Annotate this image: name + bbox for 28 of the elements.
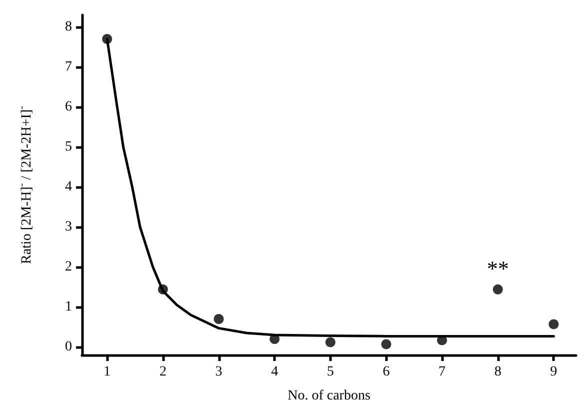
y-tick-label: 5: [65, 140, 72, 154]
annotation: **: [486, 256, 509, 281]
y-tick-label: 4: [65, 180, 72, 194]
point: [158, 284, 168, 294]
point: [548, 319, 559, 330]
point: [381, 339, 392, 350]
point: [102, 34, 112, 44]
x-tick-label: 3: [215, 364, 222, 380]
y-tick-label: 1: [65, 300, 72, 314]
x-tick-label: 8: [494, 364, 502, 380]
y-tick-label: 3: [65, 220, 72, 234]
x-tick-label: 7: [438, 364, 446, 380]
point: [492, 284, 503, 294]
y-tick-label: 7: [65, 60, 72, 74]
point: [325, 337, 336, 348]
x-tick-label: 2: [159, 364, 166, 380]
x-tick-label: 5: [326, 364, 334, 380]
x-tick-label: 1: [104, 364, 111, 380]
point: [214, 314, 224, 324]
y-tick-label: 8: [65, 20, 72, 34]
x-axis-title: No. of carbons: [288, 388, 370, 404]
x-tick-label: 9: [550, 364, 558, 380]
y-axis-title: Ratio [2M-H]- / [2M-2H+I]-: [16, 106, 34, 264]
y-tick-label: 6: [65, 100, 72, 114]
x-tick-label: 4: [271, 364, 278, 380]
y-tick-label: 2: [65, 260, 72, 274]
y-tick-label: 0: [65, 340, 72, 354]
x-tick-label: 6: [382, 364, 390, 380]
